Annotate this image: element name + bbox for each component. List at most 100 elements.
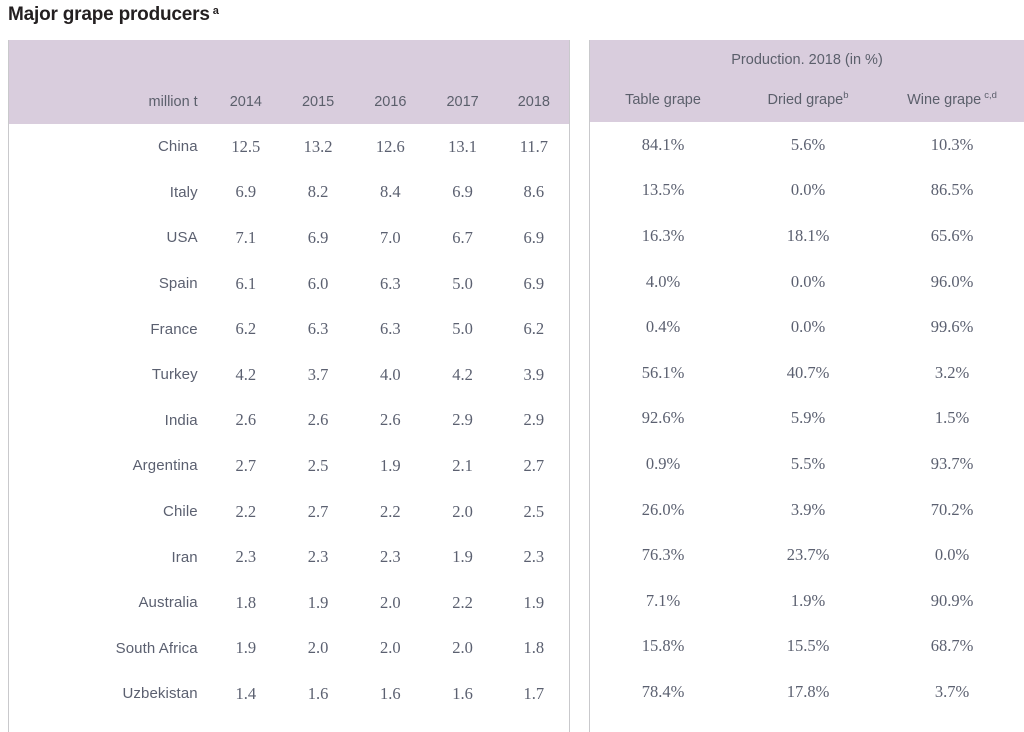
country-label: Turkey: [151, 366, 198, 384]
column-header-year-2016[interactable]: 2016: [354, 82, 427, 124]
share-group-header-row: Production. 2018 (in %): [590, 40, 1024, 80]
column-header-table-grape-label: Table grape: [625, 92, 701, 108]
value-2015: 8.2: [307, 182, 329, 202]
value-2014: 6.9: [235, 182, 257, 202]
dried-grape-share: 15.5%: [786, 636, 830, 656]
value-2016: 1.7: [354, 717, 426, 732]
value-2016: 7.0: [380, 227, 401, 247]
wine-grape-share: 0.0%: [934, 545, 970, 565]
table-grape-share: 15.8%: [641, 636, 685, 656]
column-header-wine-grape-label: Wine grape: [907, 92, 982, 108]
value-2018: 2.3: [523, 547, 545, 567]
table-row: Egypt 1.6 1.7 1.7 1.7 1.6: [9, 717, 569, 732]
table-row: 76.3% 23.7% 0.0%: [590, 532, 1024, 578]
dried-grape-share: 18.1%: [786, 225, 830, 245]
table-row: 7.1% 1.9% 90.9%: [590, 578, 1024, 624]
value-2018: 1.7: [523, 683, 545, 703]
value-2014: 2.3: [235, 547, 257, 567]
column-header-year-2014[interactable]: 2014: [209, 82, 282, 124]
table-row: France 6.2 6.3 6.3 5.0 6.2: [9, 306, 569, 352]
value-2015: 2.6: [307, 410, 329, 430]
value-2017: 5.0: [452, 273, 473, 293]
value-2017: 1.9: [452, 547, 473, 567]
table-row: India 2.6 2.6 2.6 2.9 2.9: [9, 398, 569, 444]
column-header-dried-grape[interactable]: Dried grapeb: [736, 80, 880, 122]
value-2014: 7.1: [235, 227, 257, 247]
table-grape-share: 0.9%: [645, 453, 681, 473]
table-row: 4.0% 0.0% 96.0%: [590, 259, 1024, 305]
value-2017: 2.1: [452, 455, 473, 475]
value-2016: 2.3: [380, 547, 401, 567]
value-2018: 8.6: [523, 182, 545, 202]
value-2014: 2.7: [235, 455, 257, 475]
table-grape-share: 78.4%: [641, 681, 685, 701]
value-2018: 6.9: [523, 273, 545, 293]
table-row: Chile 2.2 2.7 2.2 2.0 2.5: [9, 489, 569, 535]
value-2015: 13.2: [303, 136, 333, 156]
table-row: Uzbekistan 1.4 1.6 1.6 1.6 1.7: [9, 671, 569, 717]
wine-grape-share: 10.3%: [930, 134, 974, 154]
page-title-footnote-marker: a: [212, 5, 219, 17]
value-2015: 1.7: [282, 717, 354, 732]
value-2014: 2.6: [235, 410, 257, 430]
column-header-year-2017[interactable]: 2017: [426, 82, 499, 124]
country-label: Spain: [158, 275, 198, 293]
tonnage-table-head: million t 2014 2015 2016 2017 2018: [9, 40, 569, 124]
wine-grape-footnote-marker: c,d: [984, 90, 997, 102]
column-header-wine-grape[interactable]: Wine grape c,d: [880, 80, 1024, 122]
value-2017: 13.1: [448, 136, 478, 156]
production-tonnage-table: million t 2014 2015 2016 2017 2018 China…: [9, 40, 569, 732]
dried-grape-share: 3.9%: [790, 499, 826, 519]
column-header-year-2018[interactable]: 2018: [498, 82, 569, 124]
dried-grape-share: 0.0%: [736, 715, 880, 732]
value-2015: 6.3: [307, 319, 329, 339]
table-row: USA 7.1 6.9 7.0 6.7 6.9: [9, 215, 569, 261]
value-2017: 1.7: [426, 717, 498, 732]
value-2016: 1.6: [380, 683, 401, 703]
page-title-text: Major grape producers: [8, 4, 210, 25]
wine-grape-share: 90.9%: [930, 590, 974, 610]
table-row: 13.5% 0.0% 86.5%: [590, 168, 1024, 214]
table-row: 84.1% 5.6% 10.3%: [590, 122, 1024, 168]
table-row: 26.0% 3.9% 70.2%: [590, 487, 1024, 533]
share-column-header-row: Table grape Dried grapeb Wine grape c,d: [590, 80, 1024, 122]
table-row: Argentina 2.7 2.5 1.9 2.1 2.7: [9, 443, 569, 489]
dried-grape-share: 1.9%: [790, 590, 826, 610]
country-label: Australia: [138, 594, 198, 612]
tonnage-column-header-row: million t 2014 2015 2016 2017 2018: [9, 82, 569, 124]
value-2015: 2.5: [307, 455, 329, 475]
column-header-year-2015[interactable]: 2015: [281, 82, 355, 124]
value-2015: 2.7: [307, 501, 329, 521]
wine-grape-share: 86.5%: [930, 180, 974, 200]
country-label: USA: [166, 229, 198, 247]
table-row: 56.1% 40.7% 3.2%: [590, 350, 1024, 396]
country-label: China: [158, 138, 198, 156]
dried-grape-share: 40.7%: [786, 362, 830, 382]
table-grape-share: 16.3%: [641, 225, 685, 245]
table-row: Italy 6.9 8.2 8.4 6.9 8.6: [9, 170, 569, 216]
value-2016: 8.4: [380, 182, 401, 202]
table-grape-share: 92.6%: [641, 408, 685, 428]
table-grape-share: 99.5%: [590, 715, 736, 732]
value-2017: 6.7: [452, 227, 473, 247]
column-header-dried-grape-label: Dried grape: [767, 92, 844, 108]
table-grape-share: 7.1%: [645, 590, 681, 610]
value-2017: 1.6: [452, 683, 473, 703]
value-2018: 2.9: [523, 410, 545, 430]
value-2016: 6.3: [380, 273, 401, 293]
wine-grape-share: 68.7%: [930, 636, 974, 656]
value-2018: 2.7: [523, 455, 545, 475]
country-label: Iran: [171, 548, 198, 566]
column-header-table-grape[interactable]: Table grape: [590, 80, 736, 122]
value-2018: 1.9: [523, 592, 545, 612]
value-2018: 6.9: [523, 227, 545, 247]
value-2018: 2.5: [523, 501, 545, 521]
tonnage-table-body: China 12.5 13.2 12.6 13.1 11.7 Italy 6.9…: [9, 124, 569, 732]
table-grape-share: 4.0%: [645, 271, 681, 291]
table-row: Spain 6.1 6.0 6.3 5.0 6.9: [9, 261, 569, 307]
table-grape-share: 76.3%: [641, 545, 685, 565]
country-label: Argentina: [132, 457, 198, 475]
wine-grape-share: 1.5%: [934, 408, 970, 428]
value-2015: 2.0: [307, 638, 329, 658]
